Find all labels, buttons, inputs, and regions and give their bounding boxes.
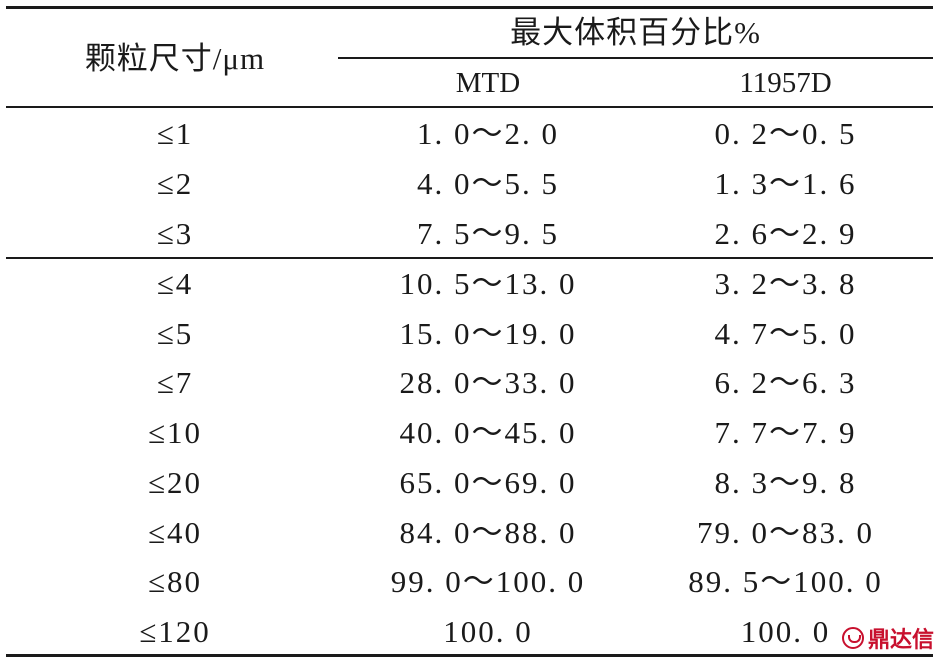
size-cell: ≤1 [156,116,194,151]
header-col-11957d: 11957D [739,67,832,99]
d11957-cell: 2. 6～2. 9 [714,216,857,251]
size-cell: ≤3 [156,216,194,251]
table-bottom-rule [6,654,933,657]
mtd-cell: 1. 0～2. 0 [417,116,559,151]
header-max-volume-percent: 最大体积百分比% [510,15,761,50]
d11957-cell: 3. 2～3. 8 [714,266,857,301]
mtd-cell: 99. 0～100. 0 [390,564,586,599]
d11957-cell: 100. 0 [740,614,831,649]
size-cell: ≤80 [147,564,202,599]
size-cell: ≤120 [139,614,211,649]
size-cell: ≤7 [156,365,194,400]
size-cell: ≤5 [156,316,194,351]
watermark: 鼎达信 [841,622,934,654]
mtd-cell: 10. 5～13. 0 [399,266,577,301]
d11957-cell: 6. 2～6. 3 [714,365,857,400]
header-bottom-rule [6,106,933,108]
watermark-text: 鼎达信 [867,628,934,653]
size-cell: ≤4 [156,266,194,301]
size-cell: ≤40 [147,515,202,550]
brand-logo-icon [841,627,864,649]
d11957-cell: 0. 2～0. 5 [714,116,857,151]
mtd-cell: 84. 0～88. 0 [399,515,577,550]
mtd-cell: 40. 0～45. 0 [399,415,577,450]
table-top-rule [6,6,933,9]
d11957-cell: 8. 3～9. 8 [714,465,857,500]
d11957-cell: 79. 0～83. 0 [697,515,874,550]
header-particle-size: 颗粒尺寸/μm [84,41,266,76]
mtd-cell: 28. 0～33. 0 [399,365,577,400]
size-cell: ≤10 [147,415,202,450]
mtd-cell: 100. 0 [443,614,533,649]
size-cell: ≤2 [156,166,194,201]
mtd-cell: 15. 0～19. 0 [399,316,577,351]
d11957-cell: 7. 7～7. 9 [714,415,857,450]
mtd-cell: 65. 0～69. 0 [399,465,577,500]
mtd-cell: 4. 0～5. 5 [417,166,559,201]
mtd-cell: 7. 5～9. 5 [417,216,559,251]
header-group-rule [338,57,933,59]
d11957-cell: 1. 3～1. 6 [714,166,857,201]
d11957-cell: 4. 7～5. 0 [714,316,857,351]
header-col-mtd: MTD [455,67,521,99]
row-group-divider [6,257,933,259]
d11957-cell: 89. 5～100. 0 [688,564,883,599]
size-cell: ≤20 [147,465,202,500]
